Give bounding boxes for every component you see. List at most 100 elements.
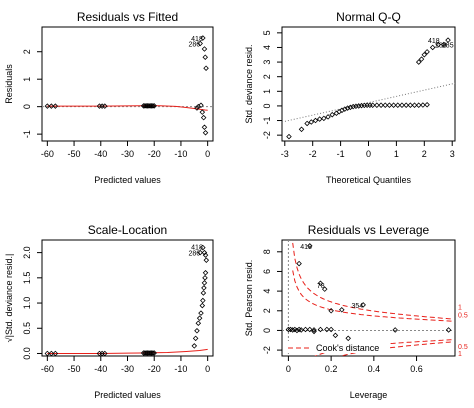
cooks-distance-contour — [314, 339, 453, 356]
y-tick-label: 0 — [262, 328, 272, 333]
x-axis-label: Theoretical Quantiles — [326, 175, 412, 185]
x-tick-label: -50 — [68, 149, 81, 159]
x-tick-label: 0 — [205, 149, 210, 159]
y-tick-label: 4 — [262, 45, 272, 50]
data-point — [150, 103, 156, 109]
contour-label: 1 — [458, 305, 462, 312]
plot-frame — [41, 26, 214, 142]
point-label: 418 — [191, 245, 203, 252]
data-point — [378, 102, 384, 108]
data-point — [407, 102, 414, 108]
data-point — [201, 285, 207, 291]
y-tick-label: 0.0 — [22, 347, 32, 360]
data-point — [296, 260, 302, 267]
chart-title: Scale-Location — [88, 223, 167, 237]
y-tick-label: 8 — [262, 249, 272, 254]
data-point — [198, 102, 204, 109]
plot-frame — [41, 239, 214, 357]
chart-title: Residuals vs Fitted — [77, 10, 178, 24]
data-point — [201, 280, 208, 286]
data-point — [203, 65, 209, 71]
x-tick-label: -60 — [41, 364, 54, 374]
data-point — [367, 102, 373, 108]
data-point — [200, 35, 206, 41]
x-tick-label: 0.6 — [410, 364, 423, 374]
data-point — [374, 102, 380, 108]
y-tick-label: 1.0 — [22, 297, 32, 310]
x-tick-label: 0.4 — [368, 364, 381, 374]
x-tick-label: -40 — [94, 364, 107, 374]
data-point — [429, 44, 436, 51]
smoother-line — [47, 348, 208, 354]
data-point — [201, 249, 208, 256]
data-point — [198, 310, 204, 316]
data-point — [102, 103, 108, 109]
data-point — [403, 102, 409, 108]
y-axis-label: Std. deviance resid. — [244, 44, 254, 123]
x-tick-label: -60 — [41, 149, 54, 159]
data-point — [308, 119, 315, 125]
data-point — [424, 49, 430, 55]
x-axis-label: Leverage — [350, 390, 388, 400]
data-point — [102, 350, 108, 357]
y-axis-label: Std. Pearson resid. — [244, 260, 254, 337]
data-point — [200, 297, 206, 304]
data-point — [192, 335, 199, 342]
data-point — [424, 101, 430, 108]
data-point — [339, 307, 345, 313]
y-axis-label: √|Std. deviance resid.| — [4, 254, 14, 343]
data-point — [311, 327, 317, 333]
data-point — [312, 117, 319, 124]
data-point — [199, 109, 206, 115]
data-point — [441, 41, 447, 48]
data-point — [411, 102, 418, 108]
data-point — [311, 328, 317, 335]
point-label: 286 — [188, 251, 200, 258]
x-tick-label: 0 — [366, 149, 371, 159]
x-tick-label: -3 — [281, 149, 289, 159]
y-tick-label: 2 — [22, 49, 32, 54]
data-point — [395, 102, 401, 108]
y-tick-label: -2 — [262, 131, 272, 139]
data-point — [306, 243, 313, 249]
data-point — [392, 327, 398, 333]
data-point — [347, 104, 354, 111]
x-tick-label: 0.2 — [325, 364, 338, 374]
y-tick-label: 2 — [262, 308, 272, 313]
data-point — [328, 308, 334, 314]
data-point — [200, 290, 207, 296]
data-point — [421, 52, 428, 58]
point-label: 418 — [300, 244, 312, 251]
qq-reference-line — [281, 82, 456, 123]
data-point — [200, 244, 206, 251]
y-tick-label: 5 — [262, 30, 272, 35]
data-point — [350, 103, 356, 110]
contour-label: 1 — [458, 351, 462, 358]
x-axis-label: Predicted values — [94, 390, 161, 400]
data-point — [201, 46, 208, 52]
point-label: 354 — [351, 303, 363, 310]
data-point — [202, 54, 209, 60]
data-point — [298, 327, 304, 333]
x-tick-label: -30 — [121, 364, 134, 374]
data-point — [420, 102, 426, 108]
data-point — [194, 328, 200, 334]
cooks-distance-contour — [338, 341, 453, 356]
data-point — [48, 103, 55, 109]
data-point — [382, 102, 389, 108]
data-point — [328, 326, 334, 333]
data-point — [150, 350, 156, 356]
y-tick-label: 4 — [262, 289, 272, 294]
data-point — [390, 102, 397, 108]
x-tick-label: -1 — [337, 149, 345, 159]
data-point — [294, 327, 300, 334]
x-tick-label: 1 — [394, 149, 399, 159]
y-tick-label: 6 — [262, 269, 272, 274]
data-point — [302, 326, 309, 333]
x-tick-label: -20 — [148, 149, 161, 159]
x-tick-label: -40 — [94, 149, 107, 159]
x-tick-label: -30 — [121, 149, 134, 159]
y-tick-label: 0 — [262, 103, 272, 108]
data-point — [194, 105, 200, 111]
